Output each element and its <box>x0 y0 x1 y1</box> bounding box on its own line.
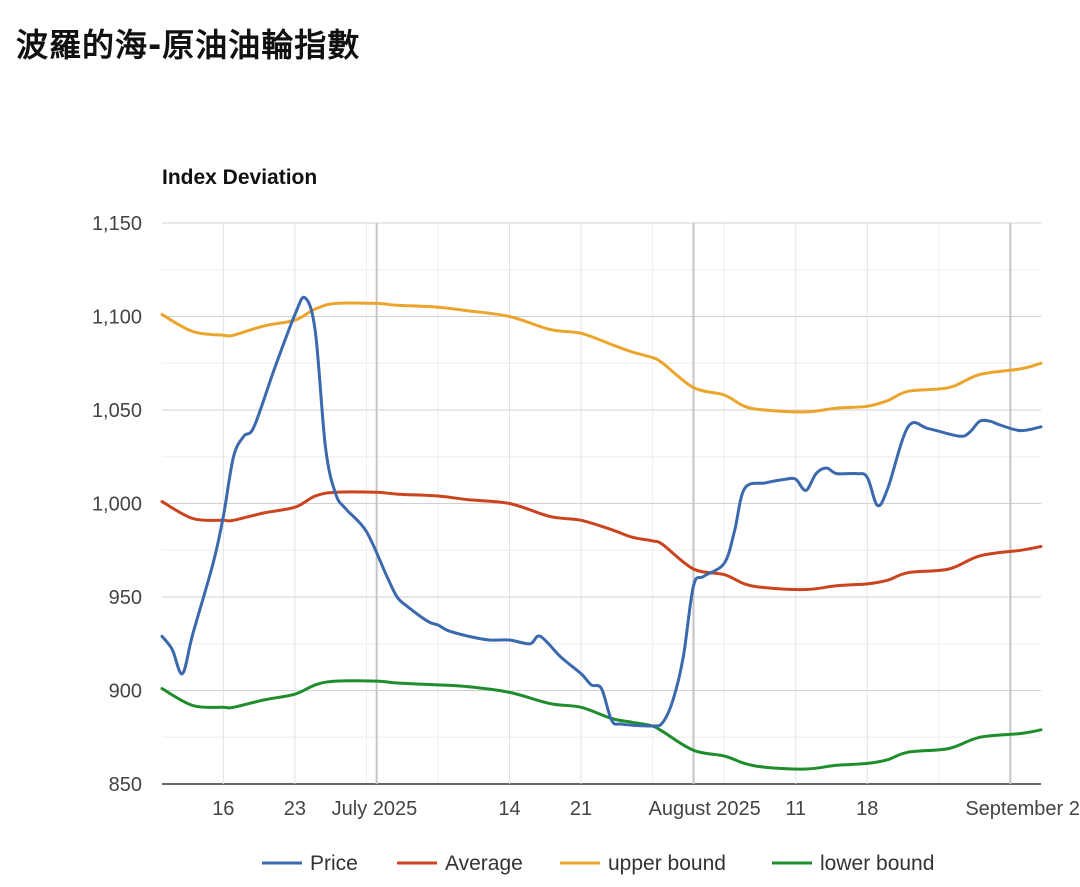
x-tick-label: 16 <box>212 798 234 820</box>
series-line-price <box>160 295 1043 728</box>
legend-label-lower-bound: lower bound <box>820 852 934 875</box>
legend: Price Average upper bound lower bound <box>262 852 934 875</box>
legend-label-upper-bound: upper bound <box>608 852 726 875</box>
series-line-lower-bound <box>160 679 1043 771</box>
x-tick-label: 18 <box>856 798 878 820</box>
legend-label-price: Price <box>310 852 358 875</box>
series-lines <box>160 295 1043 771</box>
x-tick-label: 23 <box>284 798 306 820</box>
y-axis-ticks: 850 900 950 1,000 1,050 1,100 1,150 <box>92 213 142 796</box>
x-tick-label: 11 <box>785 798 806 820</box>
y-axis-title: Index Deviation <box>162 166 317 189</box>
y-tick-label: 900 <box>109 681 142 703</box>
y-tick-label: 1,050 <box>92 400 142 422</box>
y-tick-label: 850 <box>109 774 142 796</box>
series-line-average <box>160 490 1043 592</box>
x-axis-ticks: 16 23 July 2025 14 21 August 2025 11 18 Septembe… <box>212 798 1080 820</box>
grid-lines <box>162 222 1041 785</box>
x-tick-label: September 2025 <box>965 798 1080 820</box>
x-tick-label: 14 <box>498 798 520 820</box>
x-tick-label: July 2025 <box>332 798 418 820</box>
page-title: 波羅的海-原油油輪指數 <box>16 26 361 64</box>
x-tick-label: August 2025 <box>648 798 760 820</box>
y-tick-label: 1,100 <box>92 307 142 329</box>
y-tick-label: 1,150 <box>92 213 142 235</box>
legend-label-average: Average <box>445 852 523 875</box>
y-tick-label: 1,000 <box>92 494 142 516</box>
x-tick-label: 21 <box>570 798 592 820</box>
y-tick-label: 950 <box>109 587 142 609</box>
series-line-upper-bound <box>160 301 1043 414</box>
